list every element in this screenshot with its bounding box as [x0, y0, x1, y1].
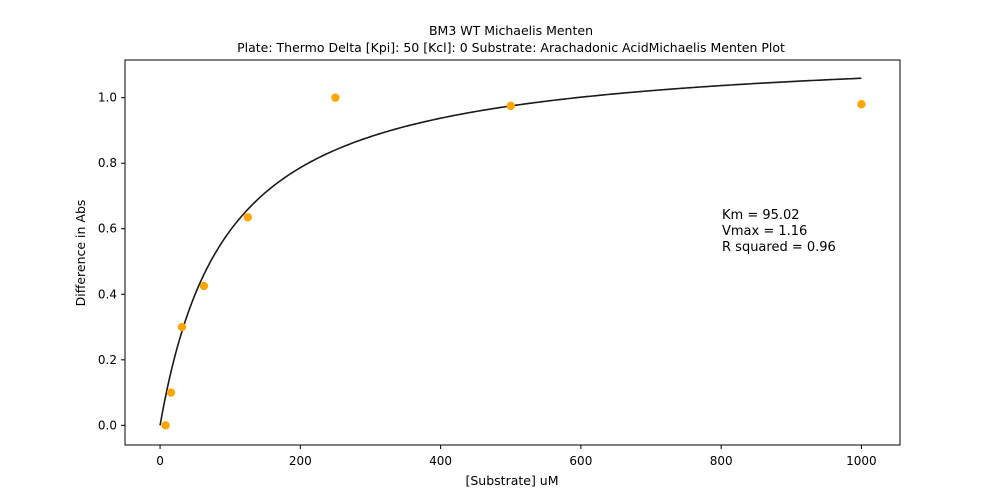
y-tick-label: 0.2 — [98, 353, 117, 367]
y-tick-label: 1.0 — [98, 91, 117, 105]
x-tick-label: 400 — [429, 454, 452, 468]
data-point — [506, 101, 515, 111]
plot-area: 0 200 400 600 800 1000 0.0 0.2 0.4 0.6 0.8 1.0 — [98, 59, 901, 468]
annotation-vmax: Vmax = 1.16 — [722, 224, 807, 239]
x-tick-label: 800 — [710, 454, 733, 468]
data-point — [161, 421, 170, 430]
y-axis-label: Difference in Abs — [73, 200, 88, 307]
annotation-r-squared: R squared = 0.96 — [722, 240, 836, 255]
data-point — [857, 100, 866, 109]
chart-subtitle: Plate: Thermo Delta [Kpi]: 50 [Kcl]: 0 S… — [237, 40, 785, 55]
y-tick-label: 0.6 — [98, 222, 117, 236]
data-point — [166, 388, 176, 397]
x-tick-label: 600 — [569, 454, 592, 468]
x-tick-label: 0 — [156, 454, 164, 468]
plot-frame — [124, 59, 901, 446]
y-tick-label: 0.4 — [98, 287, 117, 301]
x-tick-label: 200 — [289, 454, 312, 468]
y-tick-label: 0.0 — [98, 418, 117, 432]
data-point — [243, 213, 252, 222]
chart-title: BM3 WT Michaelis Menten — [429, 23, 593, 38]
y-tick-label: 0.8 — [98, 156, 117, 170]
data-point — [177, 322, 187, 332]
x-tick-label: 1000 — [846, 454, 877, 468]
data-point — [199, 281, 209, 291]
x-axis-label: [Substrate] uM — [465, 473, 558, 488]
annotation-km: Km = 95.02 — [722, 208, 800, 223]
data-point — [331, 93, 340, 102]
